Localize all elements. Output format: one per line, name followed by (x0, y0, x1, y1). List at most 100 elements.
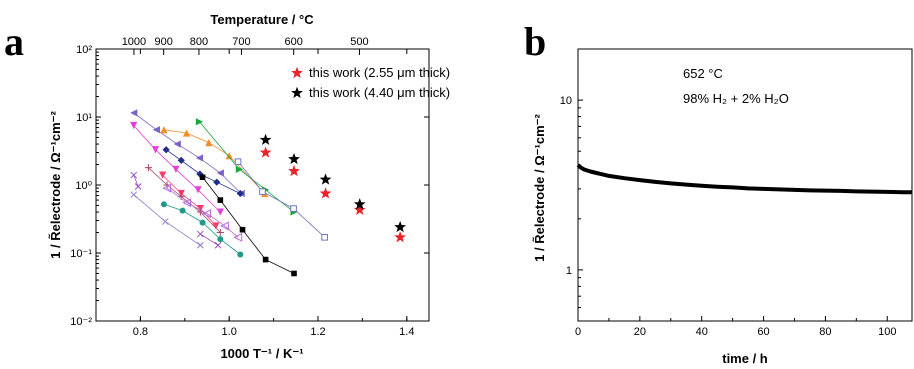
x-tick-label: 0 (575, 326, 581, 338)
chart-a-series (130, 121, 224, 216)
data-point (194, 186, 202, 194)
data-point (152, 126, 160, 134)
top-tick-label: 700 (232, 36, 250, 48)
panel-letter-a: a (4, 19, 24, 64)
chart-b-series-line (576, 163, 912, 195)
legend-marker (291, 86, 303, 99)
data-point (225, 152, 233, 160)
data-point (233, 232, 243, 242)
data-point (134, 183, 142, 190)
y-tick-label: 10⁻² (70, 316, 92, 328)
y-tick-label: 10⁻¹ (70, 248, 92, 260)
data-point (162, 183, 172, 193)
data-point (214, 241, 222, 249)
data-point (290, 205, 297, 212)
chart-a-series (162, 183, 243, 242)
data-point (130, 171, 138, 179)
chart-a-top-axis-label: Temperature / °C (210, 12, 314, 27)
data-point (237, 251, 244, 258)
data-point (353, 203, 366, 215)
data-point (394, 231, 407, 243)
data-point (195, 154, 204, 162)
data-point (172, 165, 180, 173)
data-point (182, 129, 191, 137)
data-point (173, 140, 181, 148)
data-point (182, 198, 192, 208)
data-point (195, 118, 204, 126)
chart-b-frame (577, 48, 913, 322)
legend-label: this work (4.40 μm thick) (309, 85, 450, 100)
chart-b-y-axis-label: 1 / R̃electrode / Ω⁻¹cm⁻² (532, 113, 547, 261)
data-point (234, 158, 242, 166)
series-line (162, 174, 217, 227)
data-point (319, 173, 332, 185)
data-point (220, 221, 229, 231)
data-point (216, 228, 224, 237)
data-point (239, 226, 246, 233)
panel-letter-b: b (524, 19, 546, 64)
legend-marker (291, 66, 303, 79)
data-point (205, 139, 213, 147)
x-tick-label: 0.8 (133, 326, 148, 338)
chart-a-series (234, 158, 328, 241)
series-line (200, 233, 219, 246)
chart-a-y-axis-label: 1 / R̃electrode / Ω⁻¹cm⁻² (48, 110, 63, 258)
data-point (144, 164, 152, 172)
data-point (130, 109, 138, 117)
data-point (259, 146, 272, 158)
x-tick-label: 100 (878, 326, 896, 338)
data-point (288, 164, 300, 177)
chart-a-x-axis-label: 1000 T⁻¹ / K⁻¹ (220, 346, 303, 361)
data-point (216, 208, 224, 216)
series-line (237, 161, 325, 238)
data-point (162, 146, 170, 154)
chart-b-annotation-temperature: 652 °C (683, 66, 723, 81)
data-point (196, 241, 204, 249)
x-tick-label: 1.4 (399, 326, 414, 338)
data-point (202, 209, 212, 218)
data-point (394, 220, 407, 233)
data-point (353, 198, 366, 210)
data-point (199, 219, 206, 226)
data-point (259, 133, 272, 145)
data-point (321, 234, 328, 241)
data-point (217, 197, 224, 203)
chart-a-series (144, 164, 224, 237)
data-point (262, 256, 269, 263)
data-point (319, 187, 332, 199)
x-tick-label: 80 (819, 326, 831, 338)
data-point (177, 156, 185, 165)
data-point (196, 230, 204, 238)
chart-a-series (259, 133, 407, 233)
top-tick-label: 1000 (122, 36, 146, 48)
legend-label: this work (2.55 μm thick) (309, 65, 450, 80)
top-tick-label: 800 (190, 36, 208, 48)
data-point (151, 146, 160, 154)
chart-a-series (196, 230, 222, 249)
data-point (235, 165, 244, 173)
data-point (130, 121, 138, 130)
chart-a-series (160, 201, 244, 258)
data-point (216, 169, 224, 177)
chart-b-x-axis-label: time / h (722, 351, 768, 366)
data-point (161, 218, 169, 225)
x-tick-label: 60 (757, 326, 769, 338)
data-point (179, 207, 186, 214)
chart-a-series (195, 118, 298, 216)
chart-a-series (259, 146, 407, 243)
chart-a-series (199, 174, 297, 277)
data-point (159, 171, 167, 179)
y-tick-label: 1 (566, 265, 572, 277)
top-tick-label: 600 (285, 36, 303, 48)
data-point (213, 178, 221, 186)
x-tick-label: 20 (634, 326, 646, 338)
data-point (130, 191, 138, 199)
chart-a-series (159, 171, 220, 230)
chart-a-series (130, 191, 204, 249)
chart-a-series (130, 109, 245, 198)
x-tick-label: 1.2 (310, 326, 325, 338)
series-line (133, 174, 139, 187)
y-tick-label: 10¹ (76, 112, 92, 124)
chart-a: Temperature / °C 1000 T⁻¹ / K⁻¹ 1 / R̃el… (48, 12, 450, 361)
chart-a-series (160, 126, 269, 198)
